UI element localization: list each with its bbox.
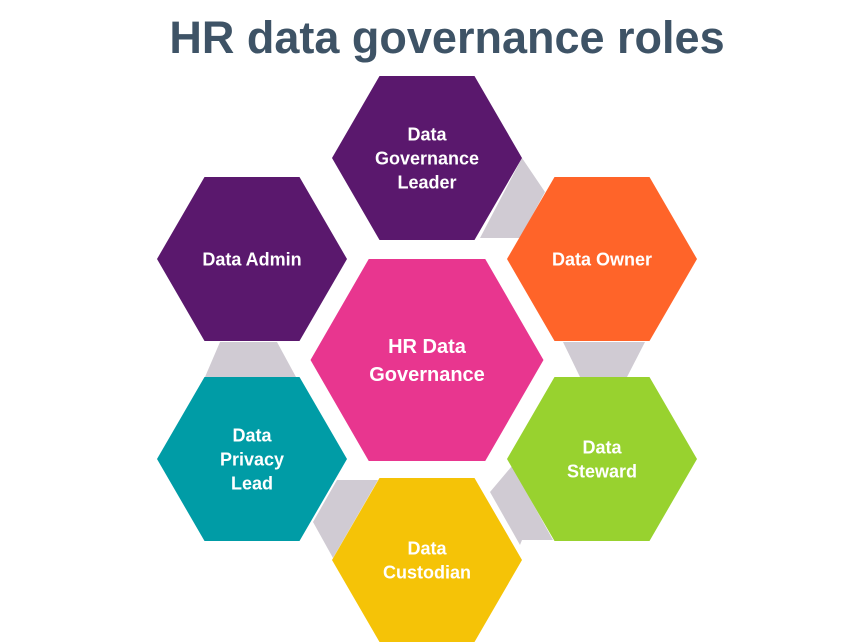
hexagon-data-admin	[157, 177, 347, 341]
hexagon-data-governance-leader	[332, 76, 522, 240]
label-line: Custodian	[383, 562, 471, 582]
hexagon-data-custodian	[332, 478, 522, 642]
connector-shape	[563, 342, 645, 377]
label-line: HR Data	[388, 336, 467, 358]
label-line: Data	[407, 124, 447, 144]
label-line: Leader	[397, 172, 456, 192]
page-title: HR data governance roles	[169, 12, 725, 63]
label-line: Steward	[567, 461, 637, 481]
connector-shape	[490, 466, 553, 545]
label-line: Governance	[375, 148, 479, 168]
label-data-privacy-lead: Data Privacy Lead	[220, 425, 284, 493]
label-hr-data-governance: HR Data Governance	[369, 336, 485, 386]
connector-shape	[313, 480, 378, 558]
label-line: Governance	[369, 364, 485, 386]
label-line: Data Admin	[202, 249, 301, 269]
label-line: Data	[407, 538, 447, 558]
label-data-admin: Data Admin	[202, 249, 301, 269]
connector-shape	[480, 158, 545, 238]
hexagon-hr-data-governance	[310, 259, 544, 461]
hexagon-data-steward	[507, 377, 697, 541]
label-line: Data	[582, 437, 622, 457]
label-data-steward: Data Steward	[567, 437, 637, 481]
hexagon-data-owner	[507, 177, 697, 341]
hexagon-data-privacy-lead	[157, 377, 347, 541]
label-data-governance-leader: Data Governance Leader	[375, 124, 479, 192]
label-data-owner: Data Owner	[552, 249, 652, 269]
label-line: Data	[232, 425, 272, 445]
label-line: Lead	[231, 473, 273, 493]
label-line: Privacy	[220, 449, 284, 469]
connector-shape	[205, 342, 296, 377]
label-data-custodian: Data Custodian	[383, 538, 471, 582]
label-line: Data Owner	[552, 249, 652, 269]
